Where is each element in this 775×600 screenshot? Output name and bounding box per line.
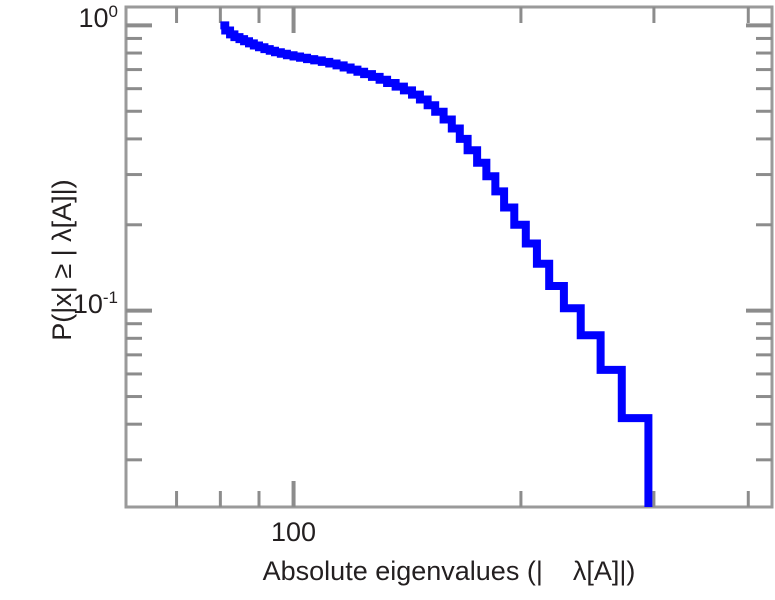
y-tick-mantissa: 10: [78, 3, 109, 34]
plot-frame: [124, 5, 774, 509]
y-axis-tick-label-1e0: 100: [78, 3, 118, 34]
y-tick-exponent: 0: [108, 2, 118, 22]
y-tick-mantissa: 10: [72, 288, 103, 319]
x-axis-title: Absolute eigenvalues (| λ[A]|): [262, 556, 636, 586]
y-axis-tick-label-1e-1: 10-1: [73, 289, 118, 320]
data-series-step-line: [220, 21, 653, 507]
y-axis-title: P(|x| ≥ | λ[A]|): [46, 179, 77, 341]
axis-ticks: [126, 7, 772, 507]
data-series-layer: [220, 21, 653, 507]
y-tick-exponent: -1: [102, 287, 118, 307]
x-axis-tick-label-100: 100: [271, 517, 317, 547]
